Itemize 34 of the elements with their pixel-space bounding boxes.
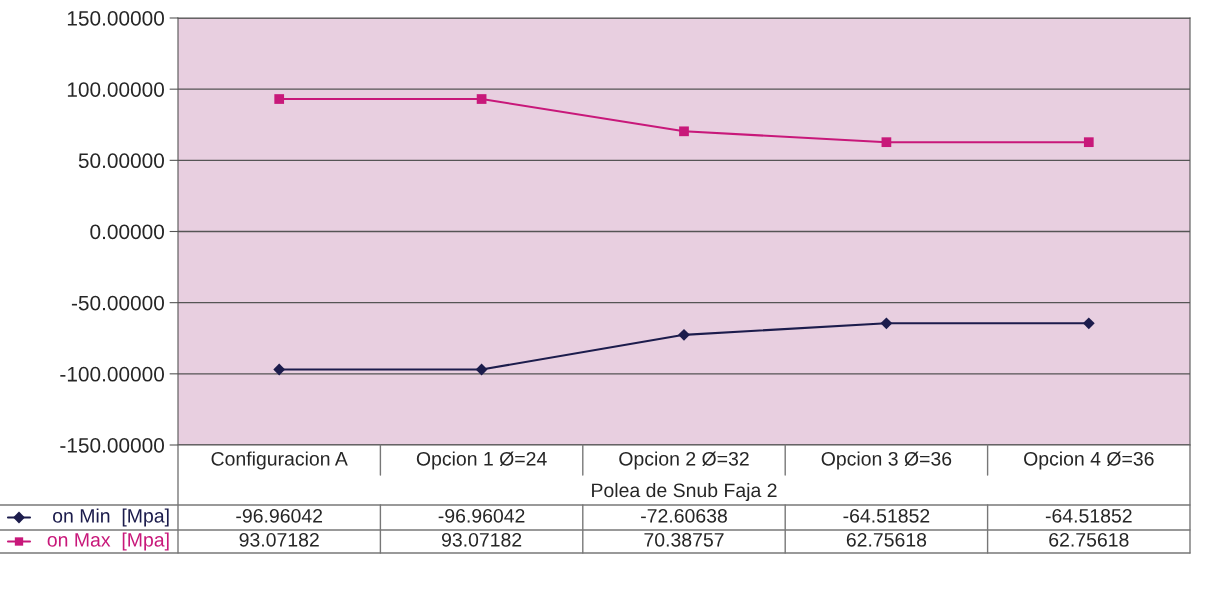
y-tick-label: 50.00000	[78, 153, 164, 169]
y-tick-label: 0.00000	[90, 224, 164, 240]
data-label: 93.07182	[441, 532, 522, 547]
point	[476, 94, 487, 104]
x-tick-label: Opcion 4 Ø=36	[1024, 451, 1154, 470]
point	[273, 363, 286, 376]
x-axis-title: Polea de Snub Faja 2	[592, 482, 777, 502]
point	[1082, 317, 1095, 330]
x-tick-label: Opcion 1 Ø=24	[416, 451, 547, 470]
data-label: 93.07182	[239, 532, 319, 547]
data-label: 70.38757	[644, 532, 724, 547]
x-tick-label: Configuracion A	[211, 451, 348, 470]
data-label: -96.96042	[236, 508, 323, 523]
point	[274, 94, 285, 104]
point	[1083, 137, 1094, 148]
point	[881, 137, 892, 148]
x-tick-label: Opcion 2 Ø=32	[619, 451, 749, 470]
y-tick-label: 100.00000	[67, 82, 164, 97]
data-label: -64.51852	[1045, 508, 1132, 523]
data-label: 62.75618	[846, 532, 927, 547]
point	[880, 317, 893, 330]
y-tick-label: -150.00000	[60, 438, 164, 453]
legend-label: on Min [Mpa]	[53, 508, 169, 527]
x-tick-label: Opcion 3 Ø=36	[821, 451, 952, 470]
data-label: 62.75618	[1049, 532, 1129, 547]
data-label: -72.60638	[641, 508, 727, 523]
y-tick-label: -50.00000	[71, 295, 164, 311]
y-tick-label: -100.00000	[60, 366, 164, 382]
y-tick-label: 150.00000	[67, 11, 164, 26]
data-label: -64.51852	[843, 508, 930, 523]
data-label: -96.96042	[438, 508, 525, 523]
point	[679, 126, 689, 137]
point	[678, 328, 690, 341]
legend-label: on Max [Mpa]	[47, 532, 169, 551]
